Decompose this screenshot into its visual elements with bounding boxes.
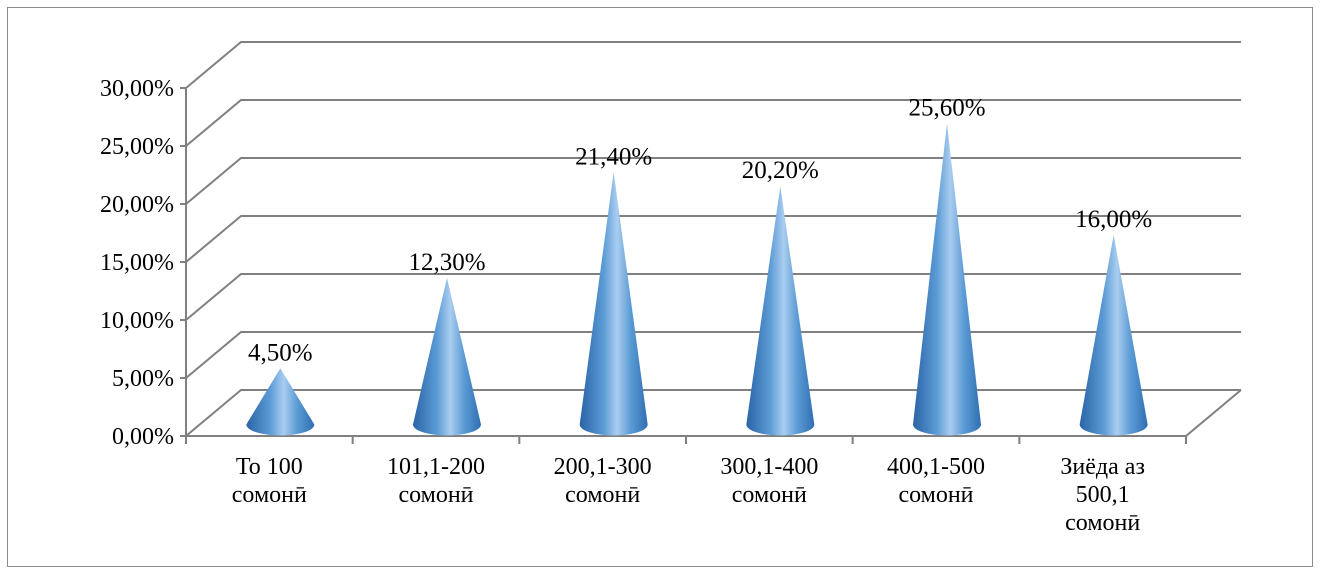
cone-body	[413, 277, 481, 436]
y-tick-label: 20,00%	[100, 192, 174, 218]
cone-body	[746, 186, 815, 436]
cone-body	[1079, 234, 1148, 436]
category-label: То 100 сомонӣ	[232, 454, 307, 508]
category-label: Зиёда аз 500,1 сомонӣ	[1060, 454, 1145, 536]
gridline	[185, 331, 1241, 379]
data-label: 21,40%	[575, 143, 652, 170]
gridline	[185, 389, 1241, 437]
y-tick-label: 5,00%	[112, 366, 174, 392]
data-label: 16,00%	[1075, 206, 1152, 233]
category-label: 400,1-500 сомонӣ	[887, 454, 985, 508]
cone-body	[913, 123, 981, 436]
data-label: 20,20%	[742, 157, 819, 184]
gridline	[185, 41, 1241, 89]
cone-bar	[579, 172, 648, 436]
y-tick-label: 30,00%	[100, 76, 174, 102]
cones	[246, 123, 1148, 436]
cone-bar	[1079, 234, 1148, 436]
cone-bar	[413, 277, 481, 436]
y-tick-label: 10,00%	[100, 308, 174, 334]
axes	[180, 87, 1242, 444]
cone-bar	[246, 368, 315, 436]
cone-body	[579, 172, 648, 436]
x-axis-categories: То 100 сомонӣ 101,1-200 сомонӣ 200,1-300 сомо…	[232, 454, 1145, 536]
gridline	[185, 99, 1241, 147]
data-labels: 4,50% 12,30% 21,40% 20,20% 25,60% 16,00%	[248, 95, 1152, 367]
y-tick-label: 25,00%	[100, 134, 174, 160]
data-label: 4,50%	[248, 339, 313, 366]
gridlines	[185, 41, 1241, 437]
gridline	[185, 157, 1241, 205]
category-label: 300,1-400 сомонӣ	[720, 454, 818, 508]
y-tick-label: 0,00%	[112, 424, 174, 450]
cone-bar	[913, 123, 981, 436]
y-tick-label: 15,00%	[100, 250, 174, 276]
cone-body	[246, 368, 315, 436]
category-label: 200,1-300 сомонӣ	[554, 454, 652, 508]
gridline	[185, 273, 1241, 321]
y-axis-ticks: 0,00% 5,00% 10,00% 15,00% 20,00% 25,00% 30,00%	[100, 76, 174, 450]
cone-bar	[746, 186, 815, 436]
data-label: 12,30%	[408, 249, 485, 276]
category-label: 101,1-200 сомонӣ	[387, 454, 485, 508]
data-label: 25,60%	[908, 95, 985, 122]
gridline	[185, 215, 1241, 263]
